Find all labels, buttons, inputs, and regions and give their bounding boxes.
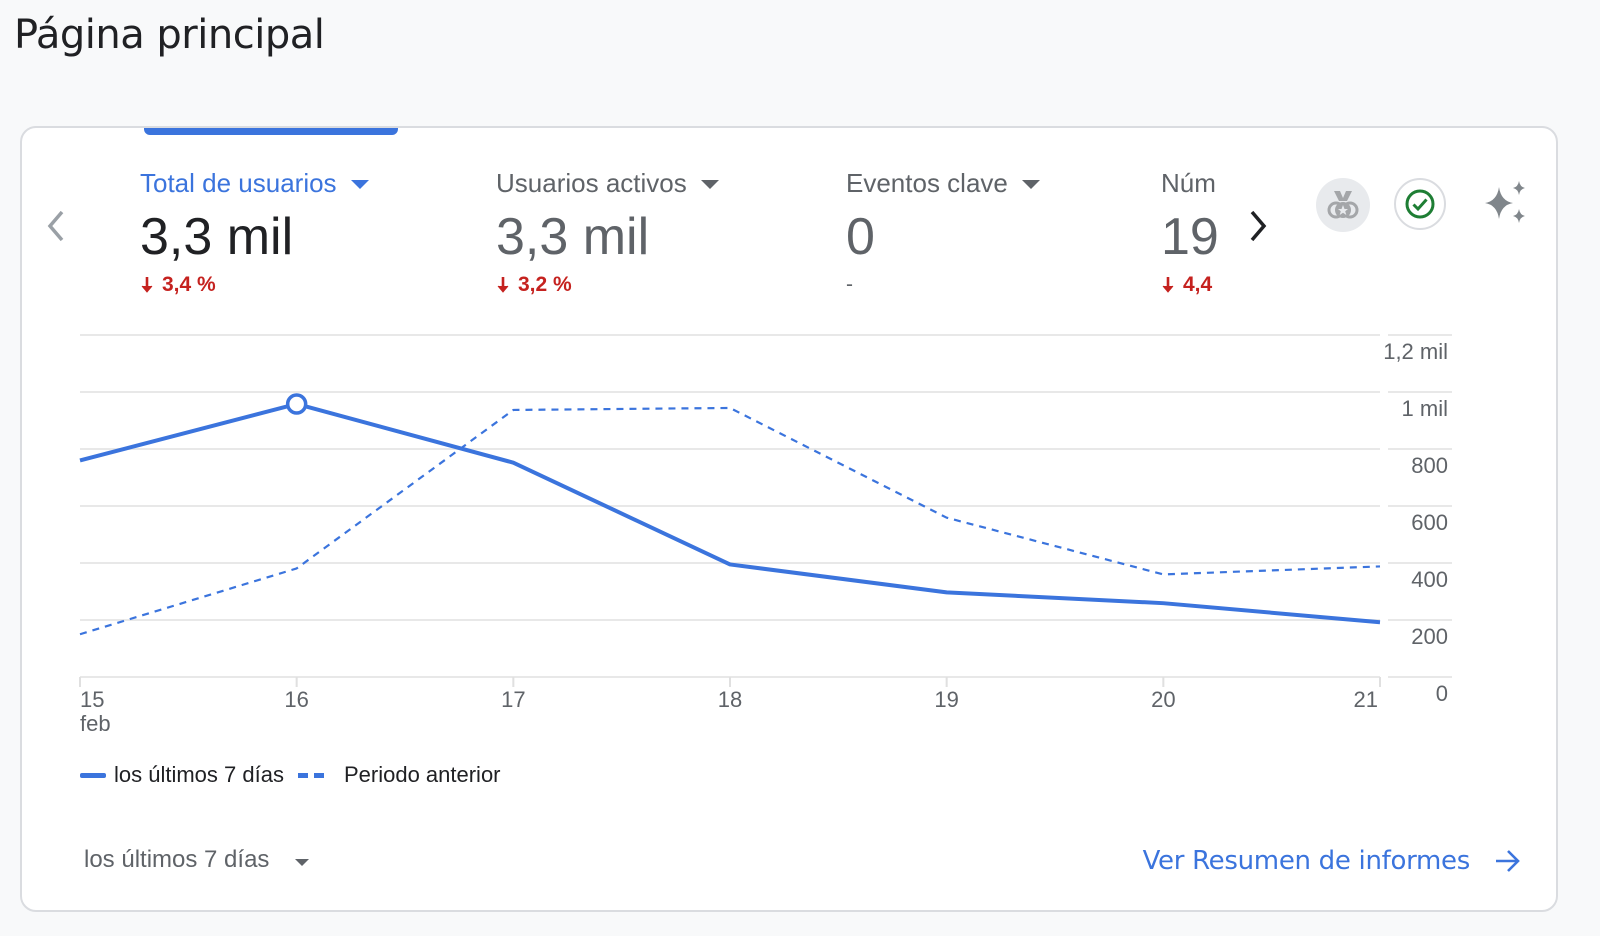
metric-value: 3,3 mil: [140, 208, 294, 266]
metric-label: Usuarios activos: [496, 168, 687, 198]
metric-change: 3,2 %: [496, 273, 816, 297]
chart-svg: 0 200 400 600 800 1 mil 1,2 mil 15 16 17 18 19 20 21 f…: [78, 334, 1452, 736]
current-period-line: [79, 401, 1381, 625]
x-tick-sublabel: feb: [80, 711, 111, 736]
page-title: Página principal: [14, 12, 325, 58]
achievements-button[interactable]: [1316, 178, 1370, 232]
metric-value: 19: [1161, 208, 1219, 266]
previous-metrics-button[interactable]: [44, 208, 70, 249]
metric-value: 3,3 mil: [496, 208, 650, 266]
metric-tab-number[interactable]: Núm 19 4,4: [1161, 168, 1224, 297]
previous-period-line: [79, 406, 1381, 636]
legend-item-current[interactable]: los últimos 7 días: [80, 762, 284, 788]
metric-tab-key-events[interactable]: Eventos clave 0 -: [846, 168, 1166, 297]
highlighted-data-point: [285, 393, 308, 415]
metric-change-value: 3,2 %: [518, 273, 572, 296]
overview-card: Total de usuarios 3,3 mil 3,4 % Usuarios…: [20, 126, 1558, 912]
data-point: [78, 632, 82, 636]
y-tick-label: 800: [1411, 453, 1448, 478]
data-point: [945, 590, 949, 594]
metric-change: -: [846, 273, 1166, 297]
dropdown-caret-icon[interactable]: [1021, 180, 1040, 189]
dropdown-caret-icon[interactable]: [350, 180, 369, 189]
arrow-right-icon: [1496, 850, 1520, 872]
legend-label: los últimos 7 días: [114, 762, 284, 787]
legend-label: Periodo anterior: [343, 762, 501, 787]
data-point: [1161, 572, 1165, 576]
chevron-left-icon: [47, 210, 64, 242]
date-range-dropdown[interactable]: los últimos 7 días: [84, 846, 310, 874]
check-circle-icon: [1405, 189, 1435, 219]
y-tick-label: 1 mil: [1402, 396, 1448, 421]
metric-value: 0: [846, 208, 875, 266]
x-tick-label: 16: [284, 687, 308, 712]
view-reports-link[interactable]: Ver Resumen de informes: [1143, 846, 1522, 876]
x-tick-label: 18: [718, 687, 742, 712]
y-tick-label: 1,2 mil: [1383, 339, 1448, 364]
data-point: [728, 562, 732, 566]
medal-icon: [1327, 191, 1359, 219]
data-point: [1378, 564, 1382, 568]
users-line-chart: 0 200 400 600 800 1 mil 1,2 mil 15 16 17 18 19 20 21 f…: [22, 328, 1556, 748]
metric-change-value: -: [846, 273, 853, 296]
x-tick-label: 21: [1354, 687, 1378, 712]
metric-label: Eventos clave: [846, 168, 1008, 198]
data-point: [511, 461, 515, 465]
x-tick-label: 15: [80, 687, 104, 712]
next-metrics-button[interactable]: [1244, 208, 1270, 249]
metric-change: 3,4 %: [140, 273, 460, 297]
sparkle-icon: [1485, 181, 1525, 223]
x-tick-label: 20: [1151, 687, 1175, 712]
data-point: [511, 408, 515, 412]
data-point: [945, 516, 949, 520]
metric-change-value: 4,4: [1183, 273, 1213, 296]
metric-tab-active-users[interactable]: Usuarios activos 3,3 mil 3,2 %: [496, 168, 816, 297]
legend-item-previous[interactable]: Periodo anterior: [297, 762, 501, 788]
y-tick-label: 0: [1436, 681, 1448, 706]
active-tab-indicator: [144, 128, 398, 135]
data-point: [1161, 601, 1165, 605]
insights-button[interactable]: [1478, 176, 1534, 232]
dropdown-caret-icon[interactable]: [700, 180, 719, 189]
metric-label: Núm: [1161, 168, 1216, 198]
arrow-down-icon: [141, 277, 153, 293]
data-point: [1378, 620, 1382, 624]
y-tick-label: 600: [1411, 510, 1448, 535]
metric-label: Total de usuarios: [140, 168, 337, 198]
y-tick-label: 400: [1411, 567, 1448, 592]
metric-change: 4,4: [1161, 273, 1224, 297]
data-point: [78, 458, 82, 462]
arrow-down-icon: [1162, 277, 1174, 293]
legend-solid-line-icon: [80, 772, 106, 778]
data-point: [728, 406, 732, 410]
status-check-button[interactable]: [1394, 178, 1446, 230]
dropdown-caret-icon: [295, 858, 310, 866]
arrow-down-icon: [497, 277, 509, 293]
date-range-label: los últimos 7 días: [84, 846, 270, 873]
x-tick-label: 17: [501, 687, 525, 712]
metrics-tabs: Total de usuarios 3,3 mil 3,4 % Usuarios…: [140, 168, 1224, 328]
chevron-right-icon: [1250, 210, 1267, 242]
legend-dashed-line-icon: [297, 772, 330, 778]
metric-change-value: 3,4 %: [162, 273, 216, 296]
metric-tab-total-users[interactable]: Total de usuarios 3,3 mil 3,4 %: [140, 168, 460, 297]
data-point: [295, 566, 299, 570]
chart-legend: los últimos 7 días Periodo anterior: [80, 762, 515, 788]
x-tick-label: 19: [934, 687, 958, 712]
y-tick-label: 200: [1411, 624, 1448, 649]
view-reports-label: Ver Resumen de informes: [1142, 846, 1471, 876]
